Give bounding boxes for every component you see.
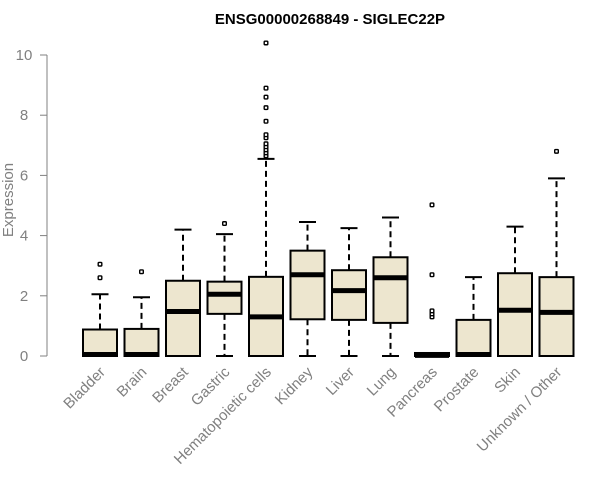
y-tick-label: 10 [16,47,33,64]
iqr-box [538,276,575,357]
outlier-point [97,261,103,267]
box-series [82,40,575,358]
x-tick-label: Lung [364,364,400,400]
y-tick-label: 6 [20,167,28,184]
iqr-box [289,249,326,321]
x-tick-label: Liver [323,364,358,399]
box-hematopoietic-cells [248,40,284,358]
outlier-point [429,202,435,208]
iqr-box [165,279,201,357]
iqr-box [206,280,243,315]
y-tick-label: 8 [20,107,28,124]
x-tick-label: Breast [149,363,192,406]
iqr-box [123,327,160,358]
outlier-point [263,118,269,124]
outlier-point [263,94,269,100]
y-axis-label: Expression [0,163,17,237]
x-tick-label: Bladder [60,364,109,413]
outlier-point [97,275,103,281]
x-tick-label: Brain [114,364,151,401]
box-skin [497,225,533,358]
box-liver [331,227,367,357]
box-lung [372,216,409,357]
x-tick-label: Kidney [272,363,317,408]
outlier-point [263,85,269,91]
iqr-box [372,256,409,324]
outlier-point [429,272,435,278]
outlier-point [429,308,435,314]
outlier-point [263,141,269,147]
box-kidney [289,221,326,357]
box-breast [165,228,201,357]
iqr-box [455,318,492,358]
outlier-point [263,132,269,138]
iqr-box [331,269,367,321]
outlier-point [263,40,269,46]
box-pancreas [414,202,450,358]
box-prostate [455,276,492,358]
outlier-point [263,105,269,111]
box-bladder [82,261,118,357]
y-tick-label: 2 [20,288,28,305]
y-axis-ticks: 0 2 4 6 8 10 [16,47,47,365]
outlier-point [554,148,560,154]
x-tick-label: Prostate [431,364,483,416]
chart-title: ENSG00000268849 - SIGLEC22P [215,11,445,28]
outlier-point [138,269,144,275]
outlier-point [221,221,227,227]
y-tick-label: 0 [20,348,28,365]
box-brain [123,269,160,358]
x-tick-label: Skin [491,364,524,397]
box-unknown-other [538,148,575,357]
box-gastric [206,221,243,357]
y-tick-label: 4 [20,228,28,245]
iqr-box [497,272,533,358]
